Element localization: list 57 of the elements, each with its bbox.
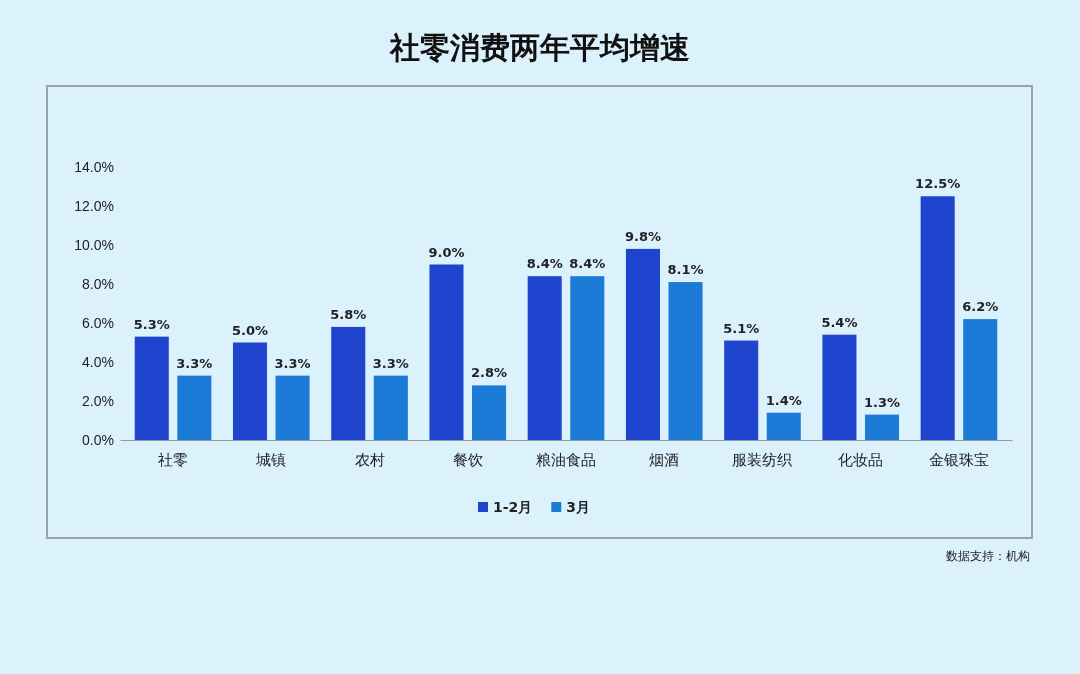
- bar: [472, 385, 507, 440]
- y-tick-label: 0.0%: [82, 431, 114, 448]
- bar: [373, 375, 408, 440]
- data-label: 2.8%: [471, 365, 508, 381]
- data-label: 9.0%: [428, 244, 465, 260]
- y-tick-label: 8.0%: [82, 275, 114, 292]
- x-tick-label: 社零: [158, 450, 189, 468]
- bar: [963, 319, 998, 440]
- data-label: 5.1%: [723, 320, 760, 336]
- data-label: 9.8%: [624, 228, 661, 244]
- bar: [570, 276, 605, 440]
- data-label: 1.4%: [765, 392, 802, 408]
- data-label: 3.3%: [274, 355, 311, 371]
- x-tick-label: 烟酒: [649, 450, 680, 468]
- x-tick-label: 农村: [354, 450, 385, 468]
- bar: [822, 334, 857, 440]
- legend-label: 3月: [566, 499, 591, 515]
- bar: [920, 196, 955, 440]
- bar: [232, 342, 268, 440]
- data-label: 5.0%: [231, 322, 269, 338]
- bar: [527, 276, 562, 440]
- data-label: 8.4%: [569, 256, 606, 272]
- x-tick-label: 粮油食品: [536, 450, 596, 468]
- y-tick-label: 12.0%: [74, 197, 114, 214]
- bar: [864, 414, 900, 440]
- data-label: 12.5%: [915, 176, 961, 192]
- bar: [429, 264, 464, 440]
- data-label: 8.1%: [667, 262, 704, 278]
- x-tick-label: 金银珠宝: [928, 450, 989, 468]
- x-tick-label: 城镇: [255, 450, 287, 468]
- legend-label: 1-2月: [493, 499, 533, 515]
- bar: [668, 282, 703, 440]
- x-tick-label: 服装纺织: [732, 450, 793, 468]
- data-label: 5.4%: [821, 314, 858, 330]
- data-label: 3.3%: [176, 355, 213, 371]
- bar: [331, 326, 366, 440]
- data-label: 5.8%: [330, 306, 367, 322]
- y-tick-label: 14.0%: [74, 158, 114, 175]
- data-label: 6.2%: [962, 299, 999, 315]
- data-label: 5.3%: [133, 316, 170, 332]
- bar: [134, 336, 169, 440]
- data-label: 1.3%: [863, 394, 901, 410]
- y-tick-label: 4.0%: [82, 353, 114, 370]
- x-tick-label: 餐饮: [452, 450, 483, 468]
- bar: [724, 340, 759, 440]
- bar: [766, 412, 801, 440]
- text: 数据支持：机构: [946, 549, 1030, 563]
- bar: [177, 375, 212, 440]
- y-tick-label: 2.0%: [82, 392, 114, 409]
- x-tick-label: 化妆品: [838, 450, 884, 468]
- bar: [275, 375, 310, 440]
- data-label: 8.4%: [526, 256, 563, 272]
- y-tick-label: 6.0%: [82, 314, 114, 331]
- y-tick-label: 10.0%: [74, 236, 114, 253]
- bar: [625, 248, 660, 440]
- data-label: 3.3%: [372, 355, 409, 371]
- chart-title: 社零消费两年平均增速: [389, 30, 690, 65]
